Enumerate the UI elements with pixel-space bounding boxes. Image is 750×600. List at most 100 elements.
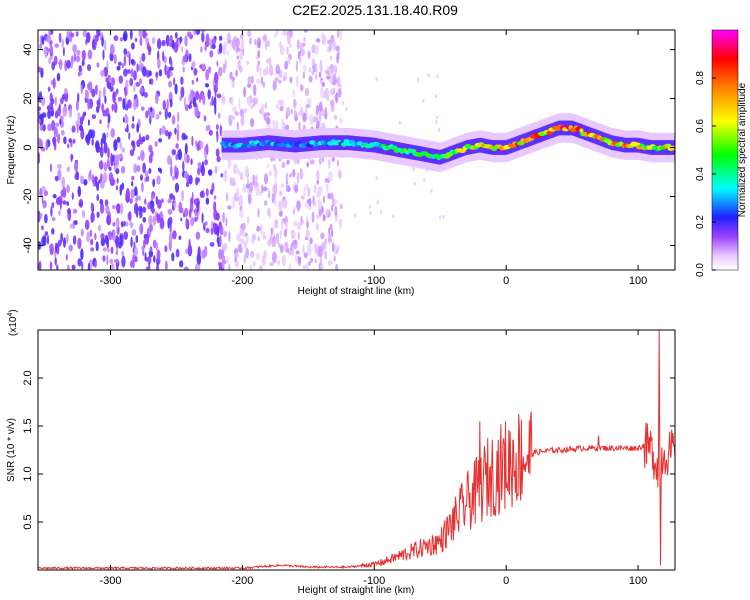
heatmap-cell <box>51 202 55 208</box>
heatmap-cell <box>252 260 256 267</box>
heatmap-cell <box>232 115 235 121</box>
heatmap-cell <box>272 226 275 238</box>
heatmap-cell <box>392 214 395 219</box>
heatmap-cell <box>157 58 161 69</box>
heatmap-cell <box>434 94 438 99</box>
heatmap-cell <box>191 79 194 85</box>
heatmap-cell <box>170 60 173 67</box>
heatmap-cell <box>80 84 84 94</box>
heatmap-cell <box>268 64 274 77</box>
heatmap-cell <box>333 114 338 120</box>
heatmap-cell <box>279 244 284 254</box>
heatmap-cell <box>149 246 153 253</box>
heatmap-cell <box>195 263 199 270</box>
heatmap-cell <box>50 43 53 55</box>
heatmap-cell <box>243 86 247 98</box>
heatmap-cell <box>216 124 219 131</box>
heatmap-cell <box>275 120 278 130</box>
heatmap-cell <box>280 183 285 188</box>
heatmap-cell <box>293 220 298 227</box>
heatmap-cell <box>337 87 342 98</box>
heatmap-cell <box>216 60 219 67</box>
heatmap-cell <box>416 77 420 82</box>
heatmap-cell <box>169 98 173 108</box>
heatmap-cell <box>328 231 331 241</box>
heatmap-cell <box>41 196 44 204</box>
heatmap-cell <box>247 193 252 205</box>
heatmap-cell <box>120 220 124 228</box>
heatmap-cell <box>442 214 445 219</box>
heatmap-cell <box>99 119 102 124</box>
y-tick-label: 0 <box>22 144 34 150</box>
heatmap-cell <box>112 230 116 242</box>
heatmap-cell <box>169 222 172 234</box>
heatmap-cell <box>240 38 245 50</box>
heatmap-cell <box>184 35 188 47</box>
heatmap-cell <box>129 221 133 227</box>
heatmap-cell <box>160 126 166 135</box>
heatmap-cell <box>96 30 99 36</box>
heatmap-cell <box>185 217 188 227</box>
heatmap-cell <box>289 173 292 178</box>
heatmap-cell <box>238 98 241 110</box>
heatmap-cell <box>114 154 119 165</box>
heatmap-cell <box>196 143 200 152</box>
heatmap-cell <box>157 50 160 61</box>
heatmap-cell <box>95 175 97 188</box>
heatmap-cell <box>173 202 177 208</box>
heatmap-cell <box>77 186 82 197</box>
heatmap-cell <box>58 195 63 205</box>
heatmap-cell <box>122 98 126 110</box>
heatmap-cell <box>335 45 340 52</box>
heatmap-cell <box>244 165 250 177</box>
heatmap-cell <box>231 181 237 186</box>
heatmap-cell <box>97 224 102 232</box>
heatmap-cell <box>242 184 247 193</box>
heatmap-cell <box>329 223 333 230</box>
heatmap-cell <box>72 235 77 245</box>
heatmap-cell <box>260 223 263 234</box>
heatmap-cell <box>44 231 49 236</box>
heatmap-cell <box>87 119 90 126</box>
heatmap-cell <box>180 217 183 222</box>
heatmap-cell <box>330 99 335 108</box>
heatmap-cell <box>139 223 144 235</box>
heatmap-cell <box>265 116 270 125</box>
heatmap-cell <box>275 103 279 110</box>
heatmap-cell <box>264 42 267 51</box>
heatmap-cell <box>167 209 171 215</box>
heatmap-cell <box>136 63 139 73</box>
spectrogram-frame <box>37 29 676 271</box>
heatmap-cell <box>146 42 150 51</box>
heatmap-cell <box>172 230 177 240</box>
colorbar-tick-label: 0.0 <box>695 263 706 277</box>
heatmap-cell <box>131 42 135 50</box>
heatmap-cell <box>252 84 257 97</box>
heatmap-cell <box>301 170 304 178</box>
heatmap-cell <box>330 204 334 212</box>
heatmap-cell <box>218 235 222 247</box>
heatmap-cell <box>196 253 202 265</box>
heatmap-cell <box>203 115 207 122</box>
heatmap-cell <box>249 264 253 270</box>
heatmap-cell <box>261 105 264 117</box>
heatmap-cell <box>144 198 147 205</box>
heatmap-cell <box>64 59 68 72</box>
heatmap-cell <box>234 252 239 258</box>
heatmap-cell <box>161 39 166 47</box>
heatmap-cell <box>213 71 219 84</box>
heatmap-cell <box>315 38 321 43</box>
heatmap-cell <box>248 181 253 194</box>
heatmap-cell <box>96 211 100 218</box>
heatmap-cell <box>345 107 348 111</box>
heatmap-cell <box>155 242 159 251</box>
heatmap-cell <box>279 190 283 196</box>
heatmap-cell <box>315 222 319 231</box>
heatmap-cell <box>123 231 129 240</box>
heatmap-cell <box>312 64 315 70</box>
heatmap-cell <box>194 216 197 223</box>
heatmap-cell <box>249 118 255 128</box>
heatmap-cell <box>302 264 307 270</box>
heatmap-cell <box>174 32 178 39</box>
heatmap-cell <box>72 44 77 53</box>
